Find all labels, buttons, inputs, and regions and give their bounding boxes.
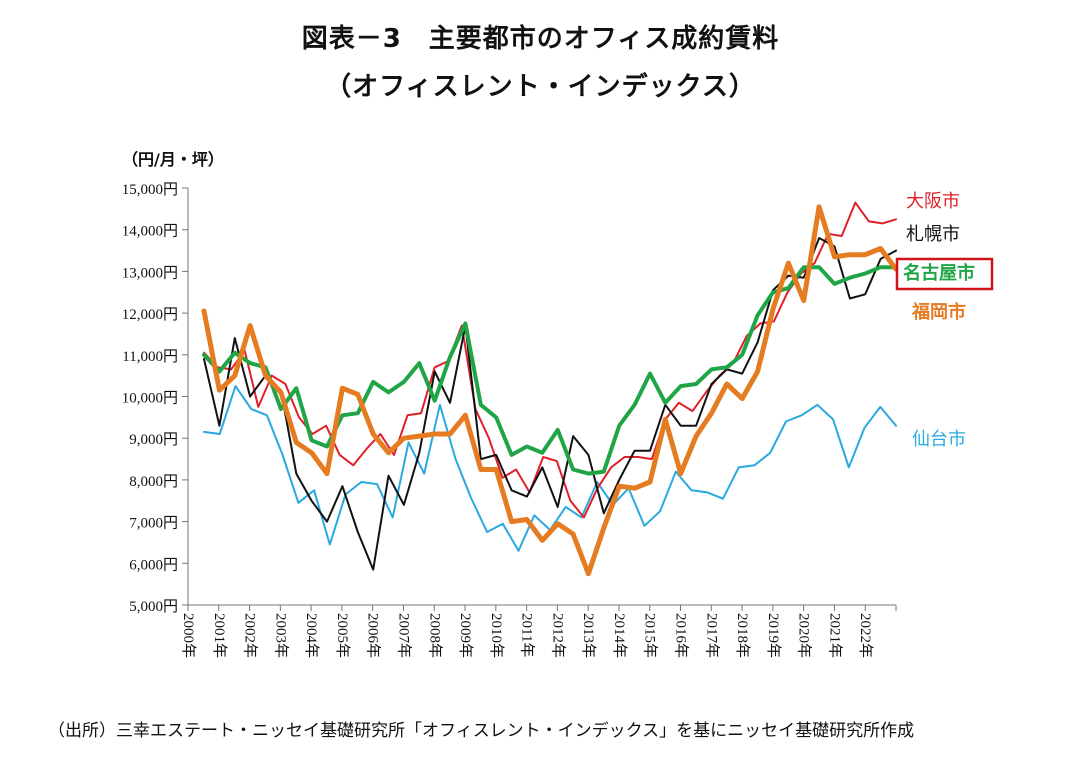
x-tick-label: 2012年 — [549, 613, 566, 658]
x-tick-label: 2008年 — [426, 613, 443, 658]
x-tick-label: 2009年 — [457, 613, 474, 658]
x-tick-label: 2013年 — [580, 613, 597, 658]
line-chart: （円/月・坪） 5,000円 6,000円 7,000円 8,000円 9,000円 10… — [122, 150, 994, 658]
x-tick-label: 2016年 — [673, 613, 690, 658]
x-tick-label: 2014年 — [611, 613, 628, 658]
y-tick-label: 14,000円 — [122, 224, 178, 240]
series-label: 名古屋市 — [903, 262, 975, 284]
x-tick-label: 2001年 — [211, 613, 228, 658]
y-tick-label: 9,000円 — [129, 432, 178, 448]
y-tick-label: 8,000円 — [129, 474, 178, 490]
x-tick-label: 2005年 — [334, 613, 351, 658]
series-label: 札幌市 — [906, 224, 960, 245]
y-tick-label: 6,000円 — [129, 557, 178, 573]
y-tick-label: 11,000円 — [122, 349, 178, 365]
x-tick-label: 2019年 — [765, 613, 782, 658]
x-tick-label: 2007年 — [395, 613, 412, 658]
x-tick-label: 2015年 — [642, 613, 659, 658]
x-tick-label: 2022年 — [857, 613, 874, 658]
x-tick-label: 2018年 — [734, 613, 751, 658]
y-tick-label: 12,000円 — [122, 307, 178, 323]
x-tick-label: 2002年 — [242, 613, 259, 658]
x-tick-label: 2020年 — [796, 613, 813, 658]
series-line-札幌市 — [203, 237, 897, 571]
y-tick-label: 7,000円 — [129, 516, 178, 532]
x-tick-label: 2004年 — [303, 613, 320, 658]
source-note: （出所）三幸エステート・ニッセイ基礎研究所「オフィスレント・インデックス」を基に… — [48, 721, 915, 741]
x-tick-label: 2011年 — [519, 613, 536, 657]
series-label: 福岡市 — [911, 301, 966, 323]
series-line-仙台市 — [203, 385, 897, 552]
x-tick-label: 2000年 — [180, 613, 197, 658]
axes — [182, 187, 897, 611]
y-tick-label: 13,000円 — [122, 265, 178, 281]
tick-labels: 5,000円 6,000円 7,000円 8,000円 9,000円 10,000円 11,… — [122, 182, 874, 658]
chart-title: 図表－3 主要都市のオフィス成約賃料 — [301, 24, 780, 54]
x-tick-label: 2021年 — [826, 613, 843, 658]
series-label: 仙台市 — [912, 429, 966, 450]
x-tick-label: 2006年 — [365, 613, 382, 658]
series-lines — [201, 201, 899, 577]
series-label-box — [895, 257, 994, 291]
y-unit-label: （円/月・坪） — [122, 150, 224, 169]
x-tick-label: 2010年 — [488, 613, 505, 658]
y-tick-label: 15,000円 — [122, 182, 178, 198]
series-label: 大阪市 — [906, 191, 960, 212]
chart-subtitle: （オフィスレント・インデックス） — [325, 72, 756, 102]
x-tick-label: 2017年 — [703, 613, 720, 658]
series-line-福岡市 — [201, 204, 899, 577]
y-tick-label: 5,000円 — [129, 599, 178, 615]
series-line-名古屋市 — [202, 265, 898, 476]
y-tick-label: 10,000円 — [122, 391, 178, 407]
x-tick-label: 2003年 — [272, 613, 289, 658]
series-line-大阪市 — [203, 201, 897, 519]
